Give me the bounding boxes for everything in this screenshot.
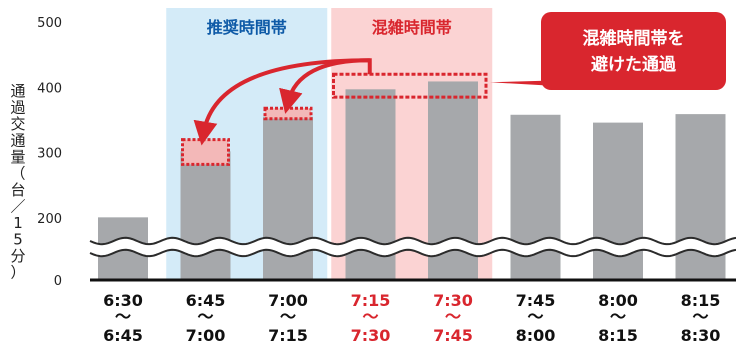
callout-text-line-1: 避けた通過 (591, 54, 677, 75)
y-axis-title-char-11: ） (10, 264, 25, 282)
x-tick-start-1: 6:45 (186, 291, 226, 310)
x-tick-sep-5: ～ (527, 307, 543, 326)
y-axis-title-char-7: ／ (10, 198, 25, 216)
break-line-lower (89, 248, 736, 258)
x-tick-sep-3: ～ (362, 307, 378, 326)
y-axis-title-char-9: 5 (13, 231, 23, 249)
x-tick-sep-6: ～ (610, 307, 626, 326)
x-tick-end-4: 7:45 (433, 326, 473, 345)
y-axis-title-char-3: 通 (10, 132, 25, 150)
x-tick-end-7: 8:30 (681, 326, 721, 345)
bars (98, 81, 726, 281)
y-tick-label-1: 200 (37, 212, 62, 227)
peak-block-marker (332, 72, 488, 99)
arrow-to-slot-2 (279, 58, 370, 114)
x-tick-start-2: 7:00 (268, 291, 308, 310)
x-tick-end-2: 7:15 (268, 326, 308, 345)
axes: 0200300400500通過交通量（台／15分）6:30～6:456:45～7… (10, 16, 736, 345)
x-tick-end-1: 7:00 (186, 326, 226, 345)
shift-markers (181, 58, 488, 166)
x-tick-end-6: 8:15 (598, 326, 638, 345)
x-tick-sep-0: ～ (115, 307, 131, 326)
break-band (90, 237, 736, 257)
x-tick-end-0: 6:45 (103, 326, 143, 345)
y-axis-title-char-2: 交 (10, 115, 25, 133)
y-tick-label-0: 0 (54, 274, 62, 289)
x-tick-sep-2: ～ (280, 307, 296, 326)
bar-1 (180, 151, 231, 280)
y-tick-label-2: 300 (37, 147, 62, 162)
x-tick-end-5: 8:00 (516, 326, 556, 345)
x-tick-start-4: 7:30 (433, 291, 473, 310)
y-axis-title-char-8: 1 (13, 214, 23, 232)
y-tick-label-3: 400 (37, 81, 62, 96)
x-tick-sep-7: ～ (692, 307, 708, 326)
y-axis-title-char-5: （ (10, 165, 25, 183)
y-tick-label-4: 500 (37, 16, 62, 31)
y-axis-title-char-0: 通 (10, 82, 25, 100)
x-tick-sep-4: ～ (445, 307, 461, 326)
y-axis-title-char-6: 台 (10, 181, 25, 199)
callout-text-line-0: 混雑時間帯を (583, 28, 685, 49)
x-tick-start-7: 8:15 (681, 291, 721, 310)
zone-label-1: 混雑時間帯 (372, 18, 452, 37)
x-tick-start-0: 6:30 (103, 291, 143, 310)
x-tick-start-3: 7:15 (351, 291, 391, 310)
x-tick-start-5: 7:45 (516, 291, 556, 310)
x-tick-sep-1: ～ (197, 307, 213, 326)
zone-label-0: 推奨時間帯 (207, 18, 287, 37)
callout-box (541, 12, 726, 90)
x-tick-end-3: 7:30 (351, 326, 391, 345)
y-axis-title-char-10: 分 (10, 247, 25, 265)
shift-marker-1 (263, 106, 313, 121)
axis-break (89, 236, 736, 258)
y-axis-title-char-1: 過 (10, 99, 25, 117)
x-tick-start-6: 8:00 (598, 291, 638, 310)
shift-marker-0 (181, 138, 230, 166)
y-axis-title-char-4: 量 (10, 148, 25, 166)
break-line-upper (89, 236, 736, 246)
